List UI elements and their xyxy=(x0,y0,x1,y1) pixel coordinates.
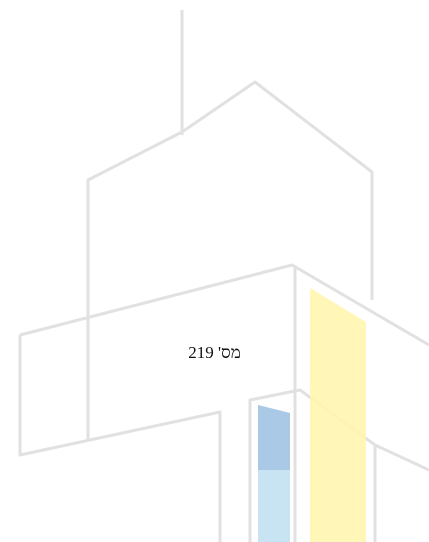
line xyxy=(20,335,220,542)
yellow-panel xyxy=(310,288,366,542)
page: {"document": {"number": "מס' 219"}} מס' … xyxy=(0,0,429,542)
background-illustration xyxy=(0,0,429,542)
line xyxy=(20,265,429,345)
building-lines xyxy=(20,10,429,542)
light-blue-panel xyxy=(258,470,290,542)
document-number: מס' 219 xyxy=(0,343,429,363)
line xyxy=(375,445,429,470)
blue-panel xyxy=(258,405,290,470)
